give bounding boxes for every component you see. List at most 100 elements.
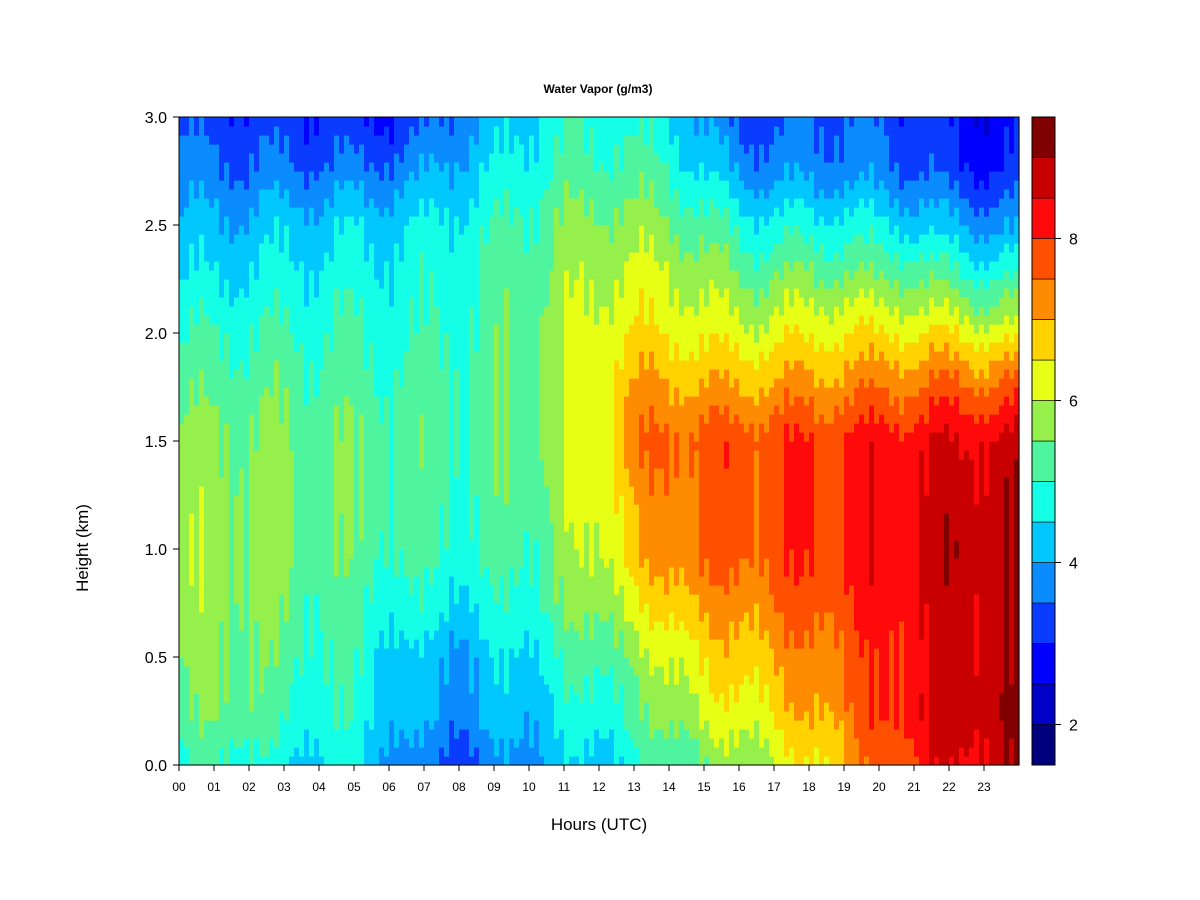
heatmap-cell (369, 441, 375, 451)
heatmap-cell (464, 414, 470, 424)
heatmap-cell (224, 612, 230, 622)
heatmap-cell (414, 216, 420, 226)
heatmap-cell (269, 441, 275, 451)
heatmap-cell (344, 198, 350, 208)
heatmap-cell (379, 702, 385, 712)
heatmap-cell (444, 414, 450, 424)
heatmap-cell (294, 585, 300, 595)
heatmap-cell (244, 234, 250, 244)
heatmap-cell (179, 243, 185, 253)
heatmap-cell (194, 720, 200, 730)
heatmap-cell (189, 342, 195, 352)
heatmap-cell (379, 117, 385, 127)
heatmap-cell (479, 423, 485, 433)
heatmap-cell (314, 720, 320, 730)
heatmap-cell (334, 540, 340, 550)
heatmap-cell (344, 594, 350, 604)
heatmap-cell (179, 720, 185, 730)
heatmap-cell (179, 342, 185, 352)
heatmap-cell (354, 225, 360, 235)
heatmap-cell (389, 216, 395, 226)
heatmap-cell (369, 162, 375, 172)
heatmap-cell (254, 396, 260, 406)
heatmap-cell (229, 468, 235, 478)
heatmap-cell (194, 747, 200, 757)
heatmap-cell (179, 675, 185, 685)
heatmap-cell (429, 270, 435, 280)
heatmap-cell (209, 720, 215, 730)
heatmap-cell (204, 738, 210, 748)
heatmap-cell (294, 135, 300, 145)
heatmap-cell (359, 387, 365, 397)
heatmap-cell (239, 468, 245, 478)
heatmap-cell (289, 288, 295, 298)
heatmap-cell (499, 180, 505, 190)
heatmap-cell (509, 630, 515, 640)
heatmap-cell (424, 459, 430, 469)
heatmap-cell (399, 423, 405, 433)
heatmap-cell (474, 630, 480, 640)
heatmap-cell (334, 432, 340, 442)
heatmap-cell (299, 378, 305, 388)
heatmap-cell (449, 270, 455, 280)
heatmap-cell (359, 405, 365, 415)
heatmap-cell (324, 234, 330, 244)
heatmap-cell (274, 549, 280, 559)
heatmap-cell (419, 702, 425, 712)
heatmap-cell (224, 225, 230, 235)
heatmap-cell (394, 441, 400, 451)
heatmap-cell (504, 567, 510, 577)
heatmap-cell (464, 387, 470, 397)
heatmap-cell (469, 270, 475, 280)
heatmap-cell (314, 126, 320, 136)
heatmap-cell (514, 558, 520, 568)
heatmap-cell (364, 594, 370, 604)
heatmap-cell (319, 225, 325, 235)
heatmap-cell (489, 522, 495, 532)
heatmap-cell (324, 594, 330, 604)
heatmap-cell (179, 603, 185, 613)
heatmap-cell (299, 198, 305, 208)
heatmap-cell (484, 378, 490, 388)
heatmap-cell (259, 720, 265, 730)
heatmap-cell (254, 144, 260, 154)
heatmap-cell (289, 549, 295, 559)
heatmap-cell (239, 306, 245, 316)
heatmap-cell (224, 540, 230, 550)
heatmap-cell (214, 234, 220, 244)
heatmap-cell (219, 225, 225, 235)
heatmap-cell (184, 261, 190, 271)
heatmap-cell (474, 378, 480, 388)
heatmap-cell (329, 612, 335, 622)
heatmap-cell (384, 297, 390, 307)
heatmap-cell (444, 189, 450, 199)
heatmap-cell (269, 513, 275, 523)
heatmap-cell (359, 162, 365, 172)
heatmap-cell (439, 531, 445, 541)
heatmap-cell (314, 324, 320, 334)
heatmap-cell (234, 189, 240, 199)
heatmap-cell (189, 549, 195, 559)
heatmap-cell (444, 585, 450, 595)
heatmap-cell (184, 279, 190, 289)
heatmap-cell (219, 279, 225, 289)
heatmap-cell (484, 585, 490, 595)
heatmap-cell (259, 126, 265, 136)
heatmap-cell (289, 144, 295, 154)
heatmap-cell (314, 297, 320, 307)
heatmap-cell (269, 558, 275, 568)
heatmap-cell (399, 693, 405, 703)
heatmap-cell (334, 459, 340, 469)
heatmap-cell (209, 261, 215, 271)
heatmap-cell (314, 594, 320, 604)
heatmap-cell (284, 135, 290, 145)
heatmap-cell (439, 549, 445, 559)
heatmap-cell (344, 414, 350, 424)
heatmap-cell (509, 261, 515, 271)
heatmap-cell (514, 711, 520, 721)
heatmap-cell (229, 549, 235, 559)
heatmap-cell (179, 414, 185, 424)
heatmap-cell (459, 450, 465, 460)
heatmap-cell (229, 450, 235, 460)
heatmap-cell (509, 531, 515, 541)
